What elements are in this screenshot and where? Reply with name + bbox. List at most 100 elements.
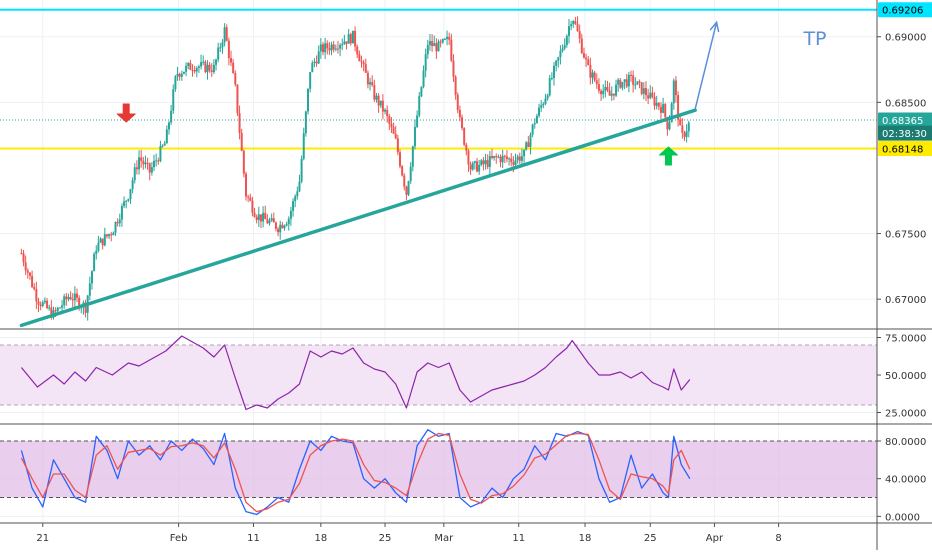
candle-body: [486, 160, 489, 167]
candle-body: [189, 62, 192, 70]
candle-body: [309, 72, 312, 89]
candle-body: [450, 39, 453, 61]
candle-body: [270, 218, 273, 221]
candle-body: [384, 109, 387, 112]
candle-body: [416, 115, 419, 127]
candle-body: [274, 222, 277, 229]
candle-body: [210, 70, 213, 72]
candle-body: [653, 96, 656, 106]
candle-body: [627, 74, 630, 87]
candle-body: [369, 82, 372, 85]
candle-body: [642, 88, 645, 94]
candle-body: [31, 275, 34, 287]
candle-body: [125, 200, 128, 202]
candle-body: [321, 44, 324, 53]
candle-body: [73, 293, 76, 301]
candle-body: [140, 157, 143, 161]
candle-body: [341, 44, 344, 46]
candle-body: [480, 160, 483, 165]
candle-body: [471, 162, 474, 170]
candle-body: [127, 199, 130, 201]
candle-body: [20, 253, 23, 255]
candle-body: [289, 210, 292, 219]
stoch-d-line: [20, 432, 691, 513]
candle-body: [283, 225, 286, 229]
candle-body: [563, 45, 566, 49]
candle-body: [636, 81, 639, 85]
candle-body: [364, 64, 367, 73]
candle-body: [279, 224, 282, 233]
candle-body: [505, 156, 508, 159]
price-axis-tick-label: 0.67000: [885, 295, 926, 306]
candle-body: [50, 307, 53, 318]
candle-body: [501, 155, 504, 163]
candle-body: [529, 134, 532, 147]
candle-body: [484, 160, 487, 165]
candle-body: [242, 150, 245, 174]
candle-body: [253, 212, 256, 217]
candle-body: [431, 41, 434, 47]
candle-body: [157, 160, 160, 162]
candle-body: [294, 196, 297, 202]
candle-body: [655, 102, 658, 106]
candle-body: [398, 152, 401, 167]
candle-body: [544, 98, 547, 104]
candle-body: [437, 41, 440, 52]
time-axis-label: 11: [512, 533, 525, 544]
candle-body: [366, 72, 369, 85]
candle-body: [595, 80, 598, 85]
candle-body: [339, 44, 342, 49]
candle-body: [191, 69, 194, 71]
candle-body: [550, 77, 553, 79]
candle-body: [520, 156, 523, 161]
candle-body: [386, 109, 389, 117]
candle-body: [685, 131, 688, 137]
candle-body: [589, 65, 592, 78]
candle-body: [212, 64, 215, 72]
candle-body: [234, 73, 237, 85]
candle-body: [311, 62, 314, 73]
candle-body: [612, 93, 615, 96]
candle-body: [110, 234, 113, 236]
candle-body: [433, 43, 436, 47]
candle-body: [204, 61, 207, 73]
candle-body: [41, 302, 44, 306]
candle-body: [585, 57, 588, 60]
candle-body: [619, 79, 622, 88]
candle-body: [582, 53, 585, 58]
candle-body: [632, 75, 635, 85]
time-axis-label: Apr: [706, 533, 724, 544]
candle-body: [666, 117, 669, 130]
candle-body: [165, 129, 168, 144]
candle-body: [490, 156, 493, 158]
candle-body: [525, 142, 528, 150]
candle-body: [35, 289, 38, 302]
candle-body: [300, 158, 303, 182]
candle-body: [330, 44, 333, 51]
candle-body: [195, 67, 198, 72]
candle-body: [230, 58, 233, 63]
candle-body: [538, 107, 541, 116]
candle-body: [208, 64, 211, 71]
candle-body: [148, 163, 151, 173]
rsi-axis-tick-label: 75.0000: [885, 334, 926, 345]
candle-body: [473, 161, 476, 163]
candle-body: [540, 105, 543, 108]
candle-body: [345, 41, 348, 44]
candle-body: [146, 162, 149, 164]
candle-body: [465, 144, 468, 151]
candle-body: [651, 92, 654, 97]
candle-body: [281, 224, 284, 229]
candle-body: [193, 70, 196, 72]
candle-body: [61, 305, 64, 308]
candle-body: [602, 90, 605, 95]
candle-body: [422, 70, 425, 87]
candle-body: [469, 164, 472, 170]
time-axis-label: 11: [247, 533, 260, 544]
candle-body: [336, 48, 339, 50]
candle-body: [375, 95, 378, 100]
candle-body: [101, 238, 104, 246]
price-axis-tick-label: 0.68500: [885, 98, 926, 109]
